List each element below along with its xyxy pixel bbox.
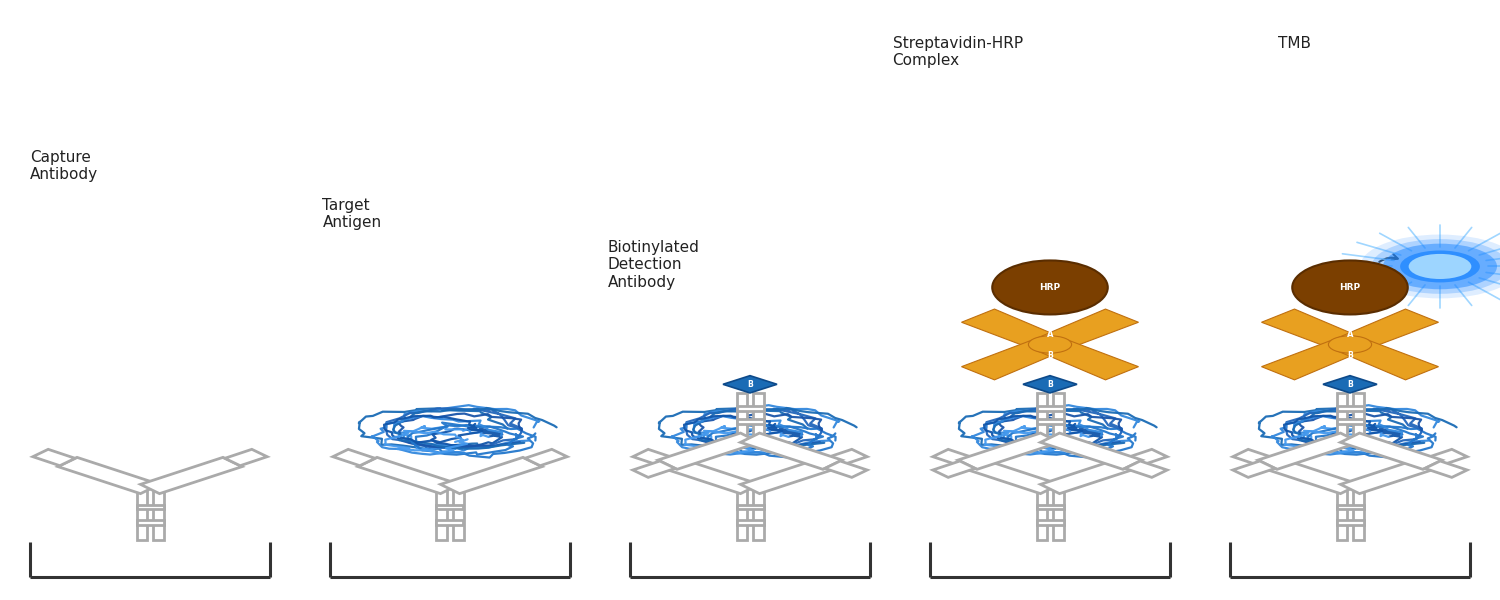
Polygon shape <box>825 461 867 478</box>
Polygon shape <box>1233 461 1275 478</box>
Bar <box>436 520 463 524</box>
Circle shape <box>1400 251 1480 283</box>
Text: B: B <box>1047 351 1053 360</box>
Polygon shape <box>58 457 159 494</box>
Polygon shape <box>225 449 267 466</box>
Bar <box>436 505 463 509</box>
Bar <box>136 505 164 509</box>
Polygon shape <box>33 449 75 466</box>
Polygon shape <box>1041 433 1142 469</box>
Circle shape <box>1408 254 1472 279</box>
Polygon shape <box>962 338 1065 380</box>
Polygon shape <box>358 457 459 494</box>
Bar <box>1036 392 1047 438</box>
Polygon shape <box>1335 309 1438 350</box>
Polygon shape <box>1258 433 1359 469</box>
Polygon shape <box>1035 338 1138 380</box>
Bar <box>1353 489 1364 540</box>
Polygon shape <box>741 457 842 494</box>
Ellipse shape <box>993 260 1107 314</box>
Polygon shape <box>658 457 759 494</box>
Bar <box>736 489 747 540</box>
Polygon shape <box>1262 309 1365 350</box>
Bar <box>1053 392 1064 438</box>
Circle shape <box>1329 336 1371 353</box>
Polygon shape <box>1341 457 1442 494</box>
Polygon shape <box>958 457 1059 494</box>
Bar <box>1336 392 1347 438</box>
Text: HRP: HRP <box>1340 283 1360 292</box>
Text: B: B <box>1347 351 1353 360</box>
Polygon shape <box>658 433 759 469</box>
Circle shape <box>1371 239 1500 294</box>
Polygon shape <box>1233 449 1275 466</box>
Polygon shape <box>633 449 675 466</box>
Circle shape <box>1360 235 1500 298</box>
Circle shape <box>1029 336 1071 353</box>
Ellipse shape <box>1292 260 1407 314</box>
Text: A: A <box>1047 330 1053 339</box>
Text: Biotinylated
Detection
Antibody: Biotinylated Detection Antibody <box>608 240 699 290</box>
Polygon shape <box>1041 457 1142 494</box>
Polygon shape <box>933 461 975 478</box>
Text: B: B <box>1347 380 1353 389</box>
Bar <box>736 520 764 524</box>
Text: B: B <box>747 380 753 389</box>
Polygon shape <box>1425 449 1467 466</box>
Polygon shape <box>141 457 242 494</box>
Bar <box>1053 489 1064 540</box>
Polygon shape <box>1262 338 1365 380</box>
Bar <box>1036 406 1064 410</box>
Bar <box>453 489 464 540</box>
Polygon shape <box>1425 461 1467 478</box>
Bar <box>736 505 764 509</box>
Bar <box>1336 520 1364 524</box>
Bar <box>1353 392 1364 438</box>
Polygon shape <box>825 449 867 466</box>
Bar <box>1336 406 1364 410</box>
Text: Streptavidin-HRP
Complex: Streptavidin-HRP Complex <box>892 36 1023 68</box>
Bar <box>1036 520 1064 524</box>
Polygon shape <box>1023 376 1077 393</box>
Bar <box>1036 419 1064 424</box>
Polygon shape <box>1125 461 1167 478</box>
Polygon shape <box>1335 338 1438 380</box>
Text: B: B <box>1047 380 1053 389</box>
Bar <box>736 419 764 424</box>
Bar <box>753 489 764 540</box>
Polygon shape <box>933 449 975 466</box>
Bar <box>136 489 147 540</box>
Polygon shape <box>962 309 1065 350</box>
Bar <box>1036 489 1047 540</box>
Polygon shape <box>1258 457 1359 494</box>
Polygon shape <box>1125 449 1167 466</box>
Polygon shape <box>333 449 375 466</box>
Polygon shape <box>1341 433 1442 469</box>
Bar <box>1336 419 1364 424</box>
Text: A: A <box>1347 330 1353 339</box>
Bar <box>1336 489 1347 540</box>
Polygon shape <box>723 376 777 393</box>
Text: HRP: HRP <box>1040 283 1060 292</box>
Bar <box>1036 505 1064 509</box>
Polygon shape <box>741 433 842 469</box>
Polygon shape <box>958 433 1059 469</box>
Polygon shape <box>441 457 542 494</box>
Text: TMB: TMB <box>1278 36 1311 51</box>
Bar <box>736 406 764 410</box>
Bar <box>753 392 764 438</box>
Polygon shape <box>1035 309 1138 350</box>
Bar <box>153 489 164 540</box>
Bar <box>1336 505 1364 509</box>
Bar <box>436 489 447 540</box>
Text: Target
Antigen: Target Antigen <box>322 198 381 230</box>
Polygon shape <box>633 461 675 478</box>
Text: Capture
Antibody: Capture Antibody <box>30 150 98 182</box>
Polygon shape <box>525 449 567 466</box>
Circle shape <box>1383 244 1497 289</box>
Polygon shape <box>1323 376 1377 393</box>
Bar <box>736 392 747 438</box>
Bar <box>136 520 164 524</box>
